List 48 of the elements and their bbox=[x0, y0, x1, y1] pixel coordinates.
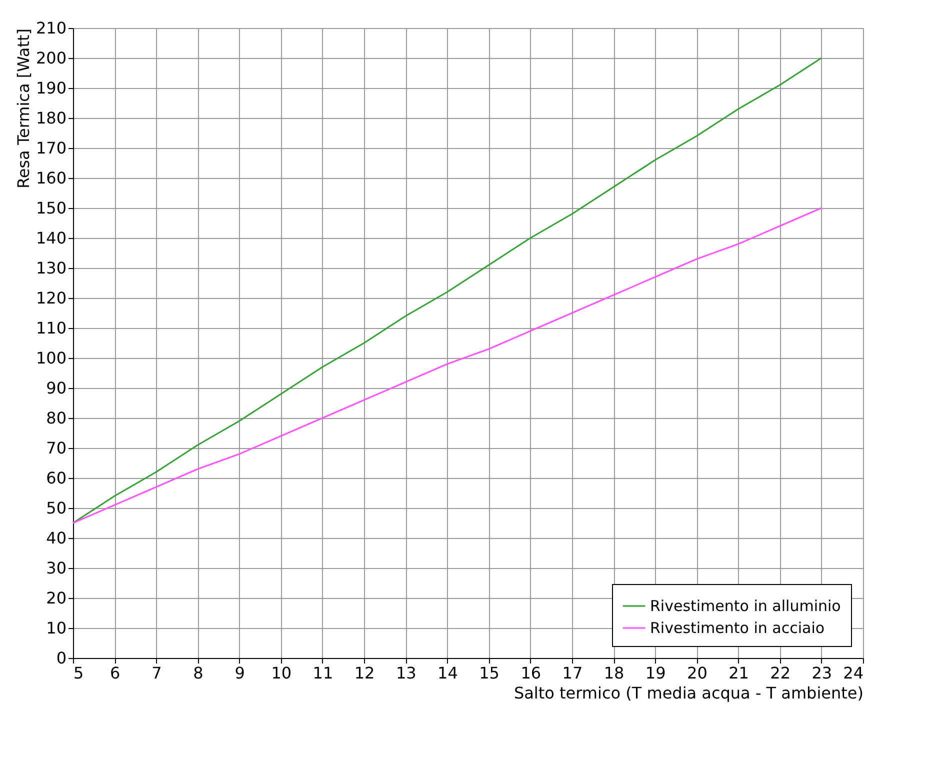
y-tick-label: 40 bbox=[46, 528, 66, 548]
y-tick-label: 180 bbox=[36, 108, 66, 128]
x-tick-label: 11 bbox=[312, 664, 334, 682]
y-tick-label: 170 bbox=[36, 138, 66, 158]
y-tick-label: 110 bbox=[36, 318, 66, 338]
y-tick-label: 30 bbox=[46, 558, 66, 578]
x-tick-label: 18 bbox=[604, 664, 624, 682]
y-tick-label: 0 bbox=[56, 648, 66, 668]
x-tick-label: 10 bbox=[271, 664, 292, 682]
y-tick-label: 70 bbox=[46, 438, 66, 458]
x-tick-label: 23 bbox=[812, 664, 832, 682]
x-tick-label: 5 bbox=[74, 664, 84, 682]
x-tick-label: 19 bbox=[645, 664, 666, 682]
x-tick-label: 9 bbox=[234, 664, 245, 682]
y-tick-label: 20 bbox=[46, 588, 66, 608]
y-tick-label: 120 bbox=[36, 288, 66, 308]
y-tick-label: 10 bbox=[46, 618, 66, 638]
legend-label: Rivestimento in acciaio bbox=[650, 619, 825, 637]
y-tick-label: 200 bbox=[36, 48, 66, 68]
y-tick-label: 90 bbox=[46, 378, 66, 398]
x-axis-title: Salto termico (T media acqua - T ambiente) bbox=[514, 684, 864, 702]
y-tick-label: 50 bbox=[46, 498, 66, 518]
y-tick-label: 100 bbox=[36, 348, 66, 368]
x-tick-label: 6 bbox=[110, 664, 120, 682]
x-tick-label: 12 bbox=[354, 664, 375, 682]
y-tick-label: 160 bbox=[36, 168, 66, 188]
x-tick-label: 8 bbox=[193, 664, 204, 682]
y-tick-label: 140 bbox=[36, 228, 66, 248]
line-series bbox=[72, 207, 822, 524]
x-tick-label: 20 bbox=[687, 664, 708, 682]
x-tick-label: 7 bbox=[152, 664, 162, 682]
y-tick-label: 60 bbox=[46, 468, 66, 488]
y-axis-title: Resa Termica [Watt] bbox=[14, 28, 33, 189]
x-tick-label: 21 bbox=[728, 664, 749, 682]
legend-label: Rivestimento in alluminio bbox=[650, 597, 841, 615]
y-tick-label: 130 bbox=[36, 258, 66, 278]
y-tick-label: 190 bbox=[36, 78, 66, 98]
x-tick-label: 13 bbox=[396, 664, 416, 682]
y-tick-label: 210 bbox=[36, 18, 66, 38]
line-series bbox=[72, 57, 822, 524]
y-tick-label: 80 bbox=[46, 408, 66, 428]
x-tick-label: 14 bbox=[438, 664, 458, 682]
x-tick-label: 24 bbox=[843, 664, 864, 682]
y-tick-label: 150 bbox=[36, 198, 66, 218]
x-tick-label: 17 bbox=[562, 664, 583, 682]
x-tick-label: 15 bbox=[479, 664, 500, 682]
x-tick-label: 22 bbox=[770, 664, 791, 682]
x-tick-label: 16 bbox=[520, 664, 542, 682]
